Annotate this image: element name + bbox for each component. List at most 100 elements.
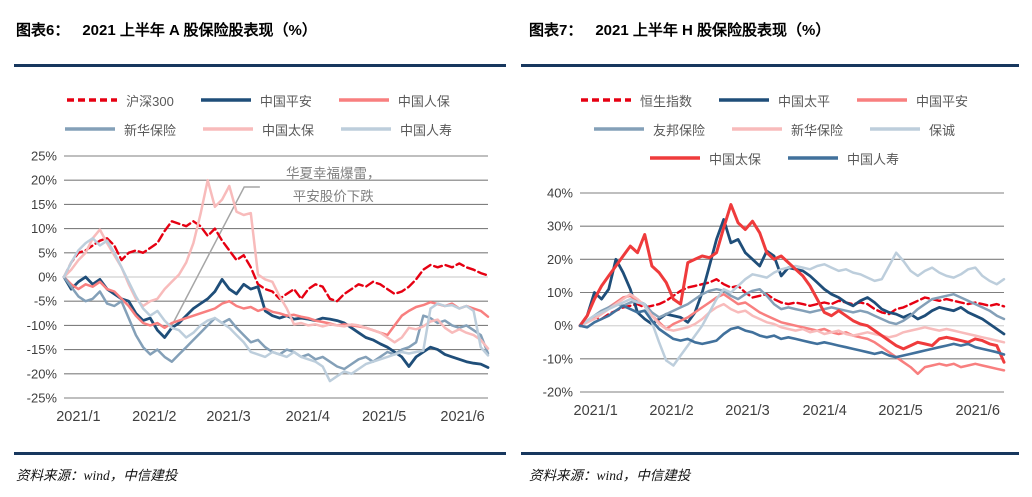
legend-item: 中国太保 [649, 149, 761, 168]
legend-item-label: 友邦保险 [652, 122, 705, 138]
legend-item: 中国平安 [200, 91, 312, 110]
legend-item-label: 中国平安 [916, 93, 969, 109]
series-line-1 [578, 218, 1006, 336]
legend-swatch-line [200, 98, 251, 102]
figure-header: 图表6： 2021 上半年 A 股保险股表现（%） [0, 0, 516, 42]
legend-swatch-line [67, 98, 118, 102]
legend-swatch-line [870, 127, 920, 131]
legend-item: 友邦保险 [593, 120, 705, 139]
series-line-2 [62, 275, 490, 337]
legend-item-label: 新华保险 [123, 122, 176, 138]
legend-item-label: 中国太保 [708, 151, 761, 167]
chart-legend: 恒生指数 中国太平 中国平安友邦保险 新华保险 保诚中国太保 中国人寿 [516, 89, 1032, 169]
figure-title: 2021 上半年 A 股保险股表现（%） [82, 22, 317, 39]
legend-item: 中国人保 [338, 91, 450, 110]
line-chart-a-share: 25% 20% 15% 10% 5% 0% -5% -10% -15% -20% -25% 2021/… [8, 146, 508, 434]
y-axis-tick-label: 25% [31, 149, 57, 164]
y-axis-tick-label: 20% [547, 252, 573, 267]
legend-item-label: 沪深300 [126, 93, 174, 109]
y-axis-tick-label: -5% [34, 294, 58, 309]
legend-item: 新华保险 [731, 120, 843, 139]
legend-swatch-line [64, 127, 115, 131]
y-axis-tick-label: 0% [554, 318, 573, 333]
x-axis-tick-label: 2021/2 [649, 403, 693, 419]
figure-label: 图表6： [16, 22, 70, 39]
x-axis-tick-label: 2021/6 [440, 409, 484, 425]
line-chart-h-share: 40% 30% 20% 10% 0% -10% -20% 2021/1 2021/2 2021/3… [524, 183, 1024, 428]
y-axis-tick-label: -10% [543, 351, 574, 366]
legend-item: 中国人寿 [787, 149, 899, 168]
legend-swatch-line [580, 98, 631, 102]
header-rule [14, 64, 506, 67]
figure-footer: 资料来源：wind，中信建投 [516, 452, 1032, 497]
x-axis-tick-label: 2021/4 [286, 409, 330, 425]
source-note: 资料来源：wind，中信建投 [529, 468, 691, 483]
legend-row: 沪深300 中国平安 中国人保 [66, 89, 450, 111]
legend-item: 中国太保 [202, 120, 314, 139]
chart-canvas: 25% 20% 15% 10% 5% 0% -5% -10% -15% -20% -25% 2021/… [27, 149, 490, 425]
legend-swatch-line [718, 98, 769, 102]
y-axis-tick-label: -20% [27, 366, 58, 381]
series-line-0 [62, 220, 490, 303]
x-axis-tick-label: 2021/3 [206, 409, 250, 425]
series-line-4 [578, 292, 1006, 344]
chart-canvas: 40% 30% 20% 10% 0% -10% -20%2021/1 2021/2 2021/3… [543, 186, 1006, 419]
series-line-3 [578, 287, 1006, 327]
legend-item-label: 保诚 [929, 122, 956, 138]
legend-item: 新华保险 [64, 120, 176, 139]
annotation-leader-line [167, 186, 260, 334]
y-axis-tick-label: 10% [31, 221, 57, 236]
x-axis-tick-label: 2021/5 [878, 403, 922, 419]
y-axis-tick-label: 0% [38, 270, 57, 285]
x-axis-tick-label: 2021/5 [362, 409, 406, 425]
source-note: 资料来源：wind，中信建投 [16, 468, 178, 483]
legend-item-label: 中国平安 [259, 93, 312, 109]
legend-item: 恒生指数 [580, 91, 692, 110]
y-axis-tick-label: 30% [547, 219, 573, 234]
y-axis-tick-label: -15% [27, 342, 58, 357]
legend-swatch-line [593, 127, 644, 131]
x-axis-tick-label: 2021/6 [956, 403, 1000, 419]
legend-swatch-line [649, 156, 700, 160]
chart-legend: 沪深300 中国平安 中国人保新华保险 中国太保 中国人寿 [0, 89, 516, 140]
y-axis-tick-label: 10% [547, 285, 573, 300]
x-axis-tick-label: 2021/1 [56, 409, 100, 425]
legend-item-label: 恒生指数 [639, 93, 692, 109]
figure-panel-a-share: 图表6： 2021 上半年 A 股保险股表现（%） 沪深300 中国平安 中国人保新华… [0, 0, 516, 497]
legend-swatch-line [788, 156, 838, 160]
x-axis-tick-label: 2021/2 [132, 409, 176, 425]
legend-row: 新华保险 中国太保 中国人寿 [64, 118, 452, 140]
figure-title: 2021 上半年 H 股保险股表现（%） [595, 22, 831, 39]
legend-item-label: 中国人寿 [847, 151, 900, 167]
y-axis-tick-label: 20% [31, 173, 57, 188]
legend-item-label: 中国人保 [397, 93, 450, 109]
series-line-7 [578, 304, 1006, 359]
legend-item: 中国太平 [718, 91, 830, 110]
x-axis-tick-label: 2021/1 [574, 403, 618, 419]
legend-item-label: 中国太保 [261, 122, 314, 138]
legend-item: 中国平安 [856, 91, 968, 110]
y-axis-tick-label: 15% [31, 197, 57, 212]
legend-item-label: 中国太平 [777, 93, 830, 109]
x-axis-tick-label: 2021/4 [802, 403, 846, 419]
annotation: 华夏幸福爆雷， 平安股价下跌 [167, 166, 381, 334]
x-axis-tick-label: 2021/3 [725, 403, 769, 419]
annotation-text: 平安股价下跌 [293, 189, 374, 204]
header-rule [521, 64, 1019, 67]
legend-swatch-line [341, 127, 391, 131]
legend-swatch-line [731, 127, 782, 131]
annotation-text: 华夏幸福爆雷， [286, 166, 381, 181]
y-axis-tick-label: -20% [543, 385, 574, 400]
legend-row: 友邦保险 新华保险 保诚 [593, 118, 955, 140]
series-line-5 [62, 237, 490, 383]
legend-row: 恒生指数 中国太平 中国平安 [580, 89, 968, 111]
legend-item: 中国人寿 [340, 120, 452, 139]
legend-item: 保诚 [869, 120, 955, 139]
legend-swatch-line [202, 127, 253, 131]
figure-footer: 资料来源：wind，中信建投 [0, 452, 516, 497]
series-line-1 [62, 275, 490, 369]
legend-item-label: 新华保险 [790, 122, 843, 138]
gridlines [580, 192, 1004, 393]
legend-row: 中国太保 中国人寿 [649, 147, 899, 169]
